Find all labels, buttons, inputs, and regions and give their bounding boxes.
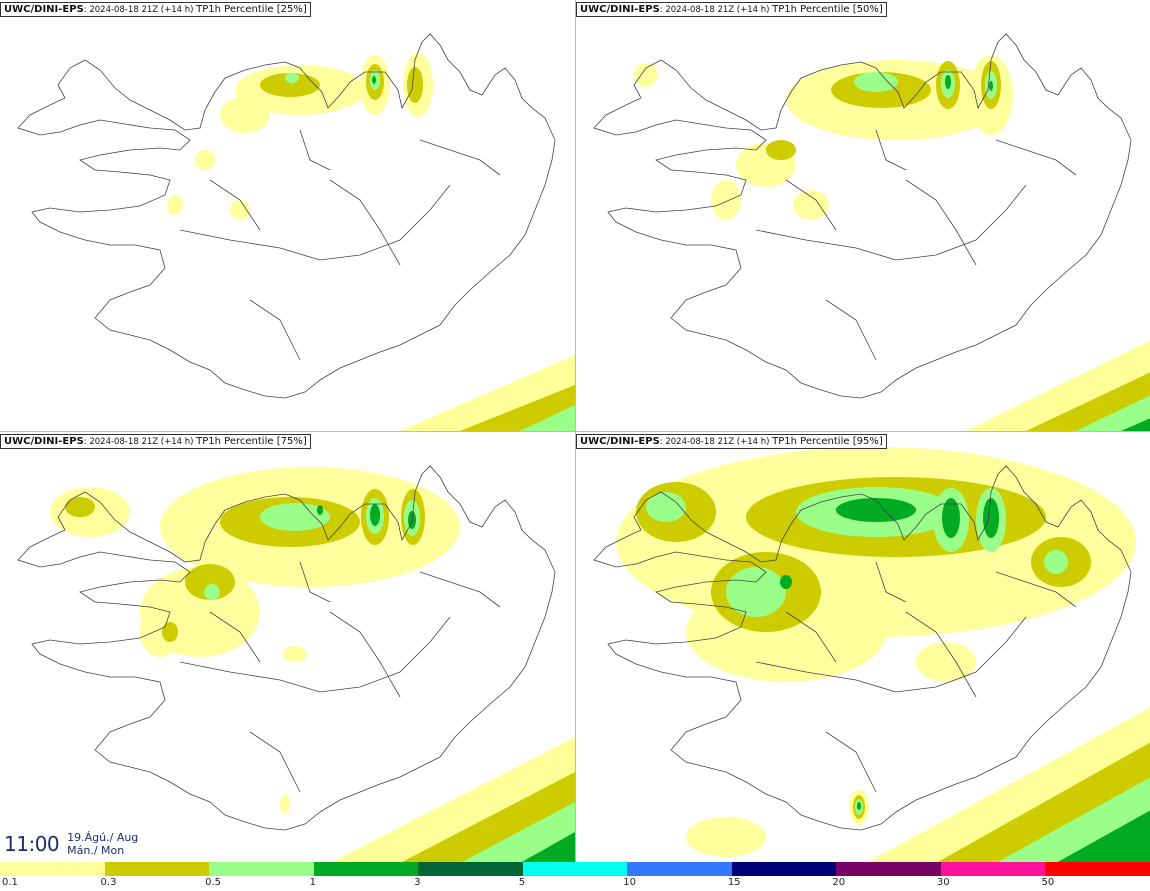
valid-date-line2: Mán./ Mon: [67, 844, 125, 857]
legend-swatch: [0, 862, 105, 876]
legend-label: 1: [309, 877, 316, 888]
legend-swatch: [836, 862, 941, 876]
legend-label: 5: [518, 877, 526, 888]
precip-map-75: [17, 465, 575, 863]
legend-swatch: [313, 862, 419, 876]
legend-label: 15: [727, 877, 741, 888]
valid-time-box: 11:00 19.Ágú./ Aug Mán./ Mon: [0, 826, 142, 862]
panel-title-50: UWC/DINI-EPS: 2024-08-18 21Z (+14 h) TP1…: [576, 2, 887, 17]
panel-title-25: UWC/DINI-EPS: 2024-08-18 21Z (+14 h) TP1…: [0, 2, 311, 17]
legend-color-bar: [0, 862, 1150, 876]
legend-swatch: [940, 862, 1046, 876]
legend-label: 10: [623, 877, 636, 888]
legend-swatch: [209, 862, 314, 876]
legend-labels: 0.1 0.3 0.5 1 3 5 10 15 20 30 50: [0, 877, 1150, 891]
precip-map-95: [593, 447, 1150, 863]
panel-title-75: UWC/DINI-EPS: 2024-08-18 21Z (+14 h) TP1…: [0, 434, 311, 449]
map-panel-25: UWC/DINI-EPS: 2024-08-18 21Z (+14 h) TP1…: [0, 0, 575, 431]
map-panel-50: UWC/DINI-EPS: 2024-08-18 21Z (+14 h) TP1…: [576, 0, 1150, 431]
valid-time: 11:00: [4, 832, 60, 856]
legend-label: 20: [832, 877, 846, 888]
legend-label: 3: [414, 877, 421, 888]
legend-label: 30: [936, 877, 950, 888]
legend-swatch: [627, 862, 732, 876]
legend-label: 0.3: [100, 877, 117, 888]
legend-label: 0.1: [2, 877, 18, 888]
legend-swatch: [104, 862, 210, 876]
legend-swatch: [1045, 862, 1150, 876]
legend-label: 50: [1041, 877, 1055, 888]
legend-swatch: [418, 862, 523, 876]
map-panel-75: UWC/DINI-EPS: 2024-08-18 21Z (+14 h) TP1…: [0, 432, 575, 863]
legend-swatch: [731, 862, 837, 876]
color-legend: 0.1 0.3 0.5 1 3 5 10 15 20 30 50: [0, 862, 1150, 891]
map-panel-95: UWC/DINI-EPS: 2024-08-18 21Z (+14 h) TP1…: [576, 432, 1150, 863]
precip-map-50: [593, 33, 1150, 431]
valid-date: 19.Ágú./ Aug Mán./ Mon: [67, 831, 138, 857]
valid-date-line1: 19.Ágú./ Aug: [67, 831, 139, 844]
panel-title-95: UWC/DINI-EPS: 2024-08-18 21Z (+14 h) TP1…: [576, 434, 887, 449]
precip-map-25: [17, 33, 575, 431]
legend-label: 0.5: [205, 877, 221, 888]
legend-swatch: [522, 862, 628, 876]
panel-divider-horizontal: [0, 431, 1150, 432]
